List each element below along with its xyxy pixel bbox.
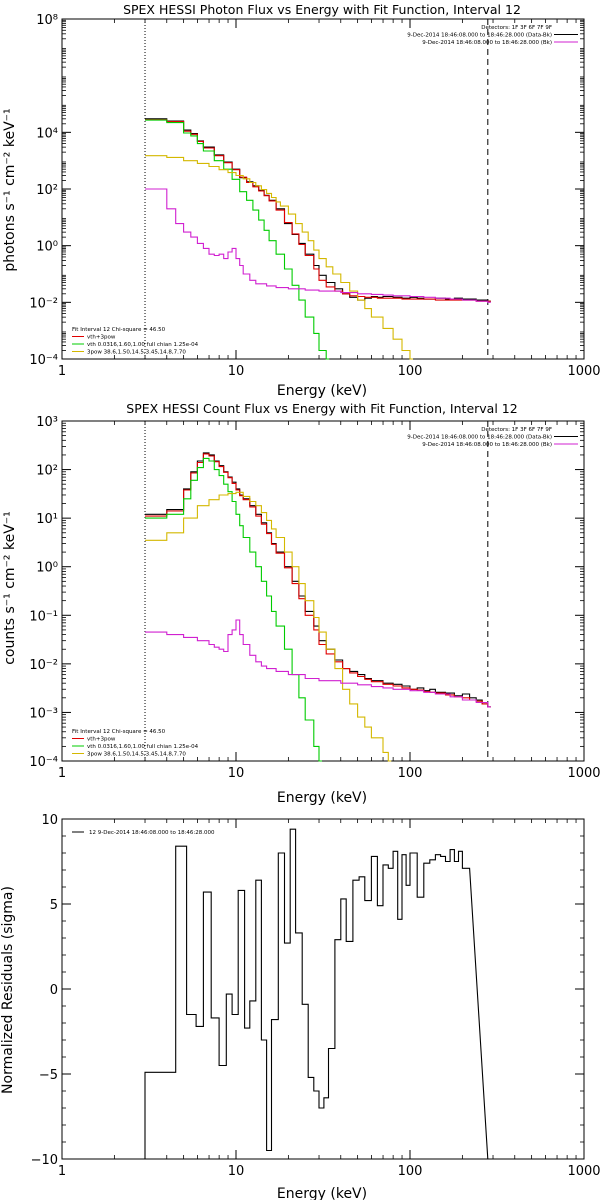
detectors-legend-text: 9-Dec-2014 18:46:08.000 to 18:46:28.000 … <box>422 40 552 46</box>
detectors-legend-text: 9-Dec-2014 18:46:08.000 to 18:46:28.000 … <box>407 33 552 39</box>
y-tick-label: 10³ <box>36 415 58 430</box>
y-tick-label: 10⁻¹ <box>29 609 58 624</box>
x-tick-label: 1000 <box>567 1164 600 1179</box>
series-line <box>144 828 489 1160</box>
y-tick-label: 10⁻⁴ <box>29 755 58 770</box>
detectors-legend-text: 9-Dec-2014 18:46:08.000 to 18:46:28.000 … <box>422 442 552 448</box>
series-line <box>145 119 330 360</box>
series-line <box>145 453 491 708</box>
detectors-legend-text: Detectors: 1F 3F 6F 7F 9F <box>481 25 552 31</box>
series-line <box>145 452 491 708</box>
fit-legend-text: vth+3pow <box>87 737 116 743</box>
series-line <box>145 155 413 360</box>
count-panel-xlabel: Energy (keV) <box>277 790 367 806</box>
plot-frame <box>61 420 585 762</box>
y-tick-label: 10² <box>36 183 58 198</box>
fit-legend-text: Fit Interval 12 Chi-square = 46.50 <box>72 327 166 333</box>
photon-panel-xlabel: Energy (keV) <box>277 383 367 399</box>
y-tick-label: 10⁰ <box>36 240 58 255</box>
x-tick-label: 1 <box>58 766 66 781</box>
residuals-plot-area: 1 10 100 1000 −10 −5 0 5 10 12 9-Dec-2014 18:46:0… <box>31 813 600 1179</box>
fit-legend-text: vth 0.0316,1.60,1.00 full chian 1.25e-04 <box>87 342 199 348</box>
residual-legend-text: 12 9-Dec-2014 18:46:08.000 to 18:46:28.0… <box>89 830 215 836</box>
y-tick-label: 10⁰ <box>36 561 58 576</box>
count-flux-panel: SPEX HESSI Count Flux vs Energy with Fit… <box>2 401 600 806</box>
y-tick-label: 10⁸ <box>36 13 58 28</box>
count-panel-ylabel: counts s⁻¹ cm⁻² keV⁻¹ <box>2 511 18 665</box>
detectors-legend-text: 9-Dec-2014 18:46:08.000 to 18:46:28.000 … <box>407 435 552 441</box>
plot-frame <box>61 18 585 360</box>
fit-legend-text: vth+3pow <box>87 335 116 341</box>
x-tick-label: 10 <box>228 766 245 781</box>
y-tick-label: −5 <box>39 1068 58 1083</box>
fit-legend-text: vth 0.0316,1.60,1.00 full chian 1.25e-04 <box>87 744 199 750</box>
detectors-legend-text: Detectors: 1F 3F 6F 7F 9F <box>481 427 552 433</box>
series-line <box>145 491 392 762</box>
y-tick-label: 10⁴ <box>36 126 58 141</box>
x-tick-label: 100 <box>398 364 423 379</box>
photon-plot-area: 1 10 100 1000 10⁻⁴ 10⁻² 10⁰ 10² 10⁴ 10⁸ Detectors:… <box>29 13 600 379</box>
y-tick-label: 10⁻² <box>29 658 58 673</box>
count-panel-title: SPEX HESSI Count Flux vs Energy with Fit… <box>126 401 517 416</box>
y-tick-label: −10 <box>31 1153 58 1168</box>
x-tick-label: 1000 <box>567 766 600 781</box>
fit-legend-text: Fit Interval 12 Chi-square = 46.50 <box>72 729 166 735</box>
residuals-panel: Normalized Residuals (sigma) Energy (keV… <box>0 813 600 1200</box>
residuals-panel-xlabel: Energy (keV) <box>277 1186 367 1200</box>
series-line <box>145 619 491 708</box>
series-line <box>145 118 491 302</box>
photon-panel-title: SPEX HESSI Photon Flux vs Energy with Fi… <box>123 2 521 17</box>
y-tick-label: 10⁻³ <box>29 706 58 721</box>
y-tick-label: 10² <box>36 464 58 479</box>
y-tick-label: 10¹ <box>36 512 58 527</box>
y-tick-label: 10 <box>41 813 58 828</box>
x-tick-label: 1000 <box>567 364 600 379</box>
series-line <box>145 457 322 762</box>
residuals-panel-ylabel: Normalized Residuals (sigma) <box>0 886 16 1094</box>
series-line <box>145 188 491 303</box>
x-tick-label: 1 <box>58 364 66 379</box>
x-tick-label: 100 <box>398 766 423 781</box>
y-tick-label: 10⁻⁴ <box>29 353 58 368</box>
x-tick-label: 10 <box>228 364 245 379</box>
y-tick-label: 0 <box>50 983 58 998</box>
x-tick-label: 10 <box>228 1164 245 1179</box>
x-tick-label: 1 <box>58 1164 66 1179</box>
photon-flux-panel: SPEX HESSI Photon Flux vs Energy with Fi… <box>2 2 600 399</box>
count-plot-area: 1 10 100 1000 10⁻⁴ 10⁻³ 10⁻² 10⁻¹ 10⁰ 10¹ 10² 10³ De… <box>29 415 600 781</box>
y-tick-label: 5 <box>50 898 58 913</box>
fit-legend-text: 3pow 38.6,1.50,14.5,3.45,14.8,7.70 <box>87 752 186 758</box>
y-tick-label: 10⁻² <box>29 296 58 311</box>
photon-panel-ylabel: photons s⁻¹ cm⁻² keV⁻¹ <box>2 108 18 271</box>
fit-legend-text: 3pow 38.6,1.50,14.5,3.45,14.8,7.70 <box>87 350 186 356</box>
series-line <box>145 119 491 302</box>
x-tick-label: 100 <box>398 1164 423 1179</box>
